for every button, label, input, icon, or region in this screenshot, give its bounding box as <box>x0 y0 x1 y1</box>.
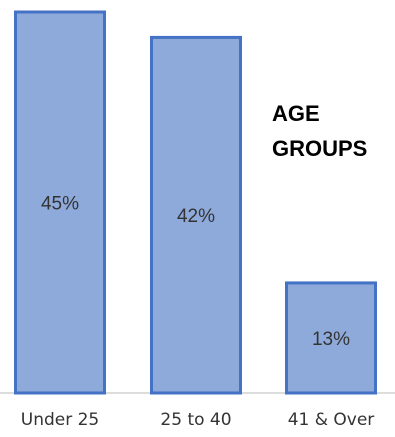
bars-group <box>14 10 377 395</box>
chart-title-line-2: GROUPS <box>272 136 368 161</box>
data-labels-group: 45% 42% 13% <box>41 194 350 350</box>
bar-under-25 <box>14 10 106 395</box>
data-label: 13% <box>312 329 350 350</box>
data-label: 45% <box>41 194 79 215</box>
bar-25-to-40 <box>150 35 242 395</box>
x-tick-label: 41 & Over <box>288 410 375 430</box>
bar-41-over <box>285 281 377 395</box>
x-tick-label: 25 to 40 <box>160 410 231 430</box>
chart-title: AGE GROUPS <box>272 96 395 166</box>
tick-labels-group: Under 25 25 to 40 41 & Over <box>21 410 375 430</box>
data-label: 42% <box>177 206 215 227</box>
x-tick-label: Under 25 <box>21 410 100 430</box>
chart-title-line-1: AGE <box>272 101 320 126</box>
